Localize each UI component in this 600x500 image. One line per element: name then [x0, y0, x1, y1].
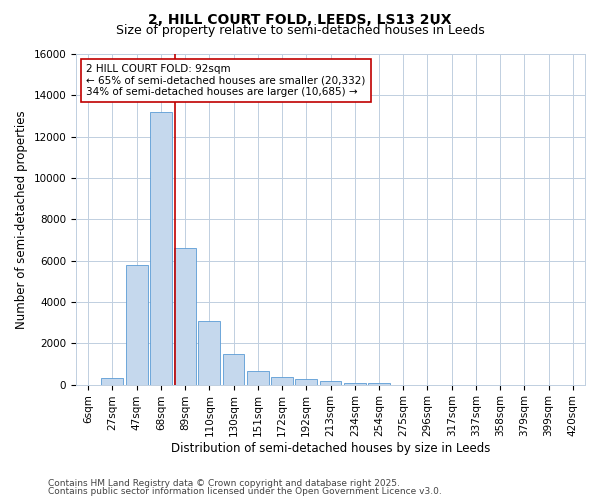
Bar [320, 382, 341, 384]
Bar [295, 380, 317, 384]
Bar [174, 248, 196, 384]
Y-axis label: Number of semi-detached properties: Number of semi-detached properties [15, 110, 28, 328]
Text: Size of property relative to semi-detached houses in Leeds: Size of property relative to semi-detach… [116, 24, 484, 37]
Bar [271, 378, 293, 384]
Bar [101, 378, 123, 384]
Bar [150, 112, 172, 384]
Text: Contains HM Land Registry data © Crown copyright and database right 2025.: Contains HM Land Registry data © Crown c… [48, 478, 400, 488]
Bar [199, 320, 220, 384]
Bar [126, 265, 148, 384]
Bar [368, 382, 390, 384]
Text: 2 HILL COURT FOLD: 92sqm
← 65% of semi-detached houses are smaller (20,332)
34% : 2 HILL COURT FOLD: 92sqm ← 65% of semi-d… [86, 64, 365, 97]
Text: 2, HILL COURT FOLD, LEEDS, LS13 2UX: 2, HILL COURT FOLD, LEEDS, LS13 2UX [148, 12, 452, 26]
Bar [344, 382, 365, 384]
X-axis label: Distribution of semi-detached houses by size in Leeds: Distribution of semi-detached houses by … [171, 442, 490, 455]
Bar [223, 354, 244, 384]
Text: Contains public sector information licensed under the Open Government Licence v3: Contains public sector information licen… [48, 487, 442, 496]
Bar [247, 371, 269, 384]
